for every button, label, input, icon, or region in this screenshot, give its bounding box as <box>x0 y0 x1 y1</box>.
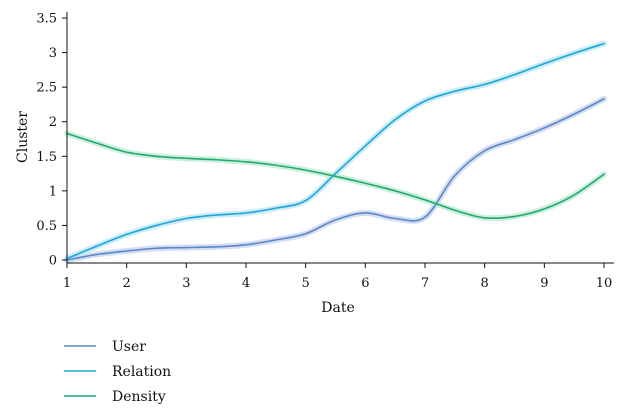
x-tick-label: 10 <box>596 276 613 291</box>
y-tick-label: 0.5 <box>36 219 57 234</box>
x-tick-label: 3 <box>182 276 190 291</box>
series-line-0 <box>66 98 605 261</box>
legend-label: Density <box>112 389 166 405</box>
legend-label: Relation <box>112 364 171 380</box>
series-line-2 <box>66 132 605 220</box>
x-axis-title: Date <box>321 300 354 316</box>
x-axis-ticks: 1 2 3 4 5 6 7 8 9 10 <box>63 263 612 291</box>
x-tick-label: 8 <box>481 276 489 291</box>
y-tick-label: 3 <box>49 46 57 61</box>
legend: User Relation Density <box>64 339 171 405</box>
y-tick-label: 3.5 <box>36 12 57 27</box>
series-band-1 <box>64 40 607 262</box>
x-tick-label: 7 <box>421 276 429 291</box>
y-tick-label: 0 <box>49 254 57 269</box>
x-tick-label: 1 <box>63 276 71 291</box>
x-tick-label: 5 <box>302 276 310 291</box>
series-band-0 <box>64 95 607 263</box>
x-tick-label: 4 <box>242 276 250 291</box>
x-tick-label: 6 <box>361 276 369 291</box>
x-tick-label: 9 <box>540 276 548 291</box>
y-tick-label: 2 <box>49 115 57 130</box>
y-tick-label: 1.5 <box>36 150 57 165</box>
series-line-1 <box>66 42 605 260</box>
x-tick-label: 2 <box>123 276 131 291</box>
y-axis-title: Cluster <box>15 111 31 163</box>
y-tick-label: 1 <box>49 184 57 199</box>
y-tick-label: 2.5 <box>36 81 57 96</box>
y-axis-ticks: 0 0.5 1 1.5 2 2.5 3 3.5 <box>36 12 67 269</box>
legend-label: User <box>112 339 146 355</box>
series-lines <box>66 42 605 261</box>
